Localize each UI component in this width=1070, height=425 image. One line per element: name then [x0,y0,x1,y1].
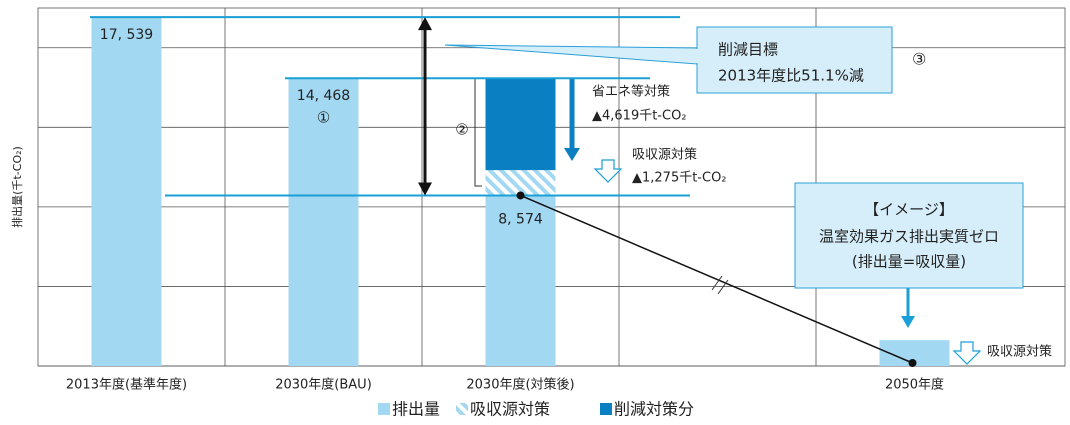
x-tick-label: 2030年度(BAU) [275,377,372,393]
bar [485,195,556,366]
target-text: 2013年度比51.1%減 [718,67,864,85]
value-label: 14, 468 [297,88,350,104]
bar [485,170,556,196]
saving-value: ▲4,619千t-CO₂ [592,109,687,124]
sink-2050: 吸収源対策 [987,344,1052,360]
bracket-mark: ② [455,121,468,139]
legend-label: 排出量 [392,400,440,419]
trajectory-point [908,359,917,367]
sink-arrow [952,341,982,365]
legend-swatch [456,403,468,415]
saving-arrow-head [564,148,580,161]
target-mark: ③ [912,50,926,69]
x-tick-label: 2030年度(対策後) [466,377,574,393]
sink-arrow [593,159,623,183]
y-axis-label: 排出量(千t-CO₂) [10,146,24,228]
bar [485,78,556,171]
value-label: 8, 574 [498,211,543,227]
trajectory-point [516,191,525,200]
image-title: 【イメージ】 [864,201,954,219]
x-tick-label: 2013年度(基準年度) [66,377,187,393]
saving-title: 省エネ等対策 [592,84,670,100]
bracket [474,77,482,187]
value-label: 17, 539 [100,27,153,43]
plot: 17, 539 14, 468 8, 574 ① [90,16,950,367]
image-box [794,182,1024,289]
legend-swatch [378,403,390,415]
arrow-head [418,17,432,31]
bar [288,78,359,366]
legend-label: 吸収源対策 [470,400,550,419]
legend-swatch [600,403,612,415]
callout-tail [444,44,698,65]
arrow-head [418,182,432,196]
x-tick-label: 2050年度 [885,377,944,393]
bar [91,17,162,367]
image-arrow-head [901,316,915,328]
trajectory-line [520,194,913,364]
sink-title: 吸収源対策 [632,147,697,163]
sink-value: ▲1,275千t-CO₂ [632,171,727,186]
legend-label: 削減対策分 [614,400,694,419]
target-title: 削減目標 [718,41,778,59]
bau-mark: ① [317,109,330,127]
image-line: 温室効果ガス排出実質ゼロ [819,228,999,246]
break-mark [711,275,729,295]
image-line: (排出量=吸収量) [852,253,966,271]
